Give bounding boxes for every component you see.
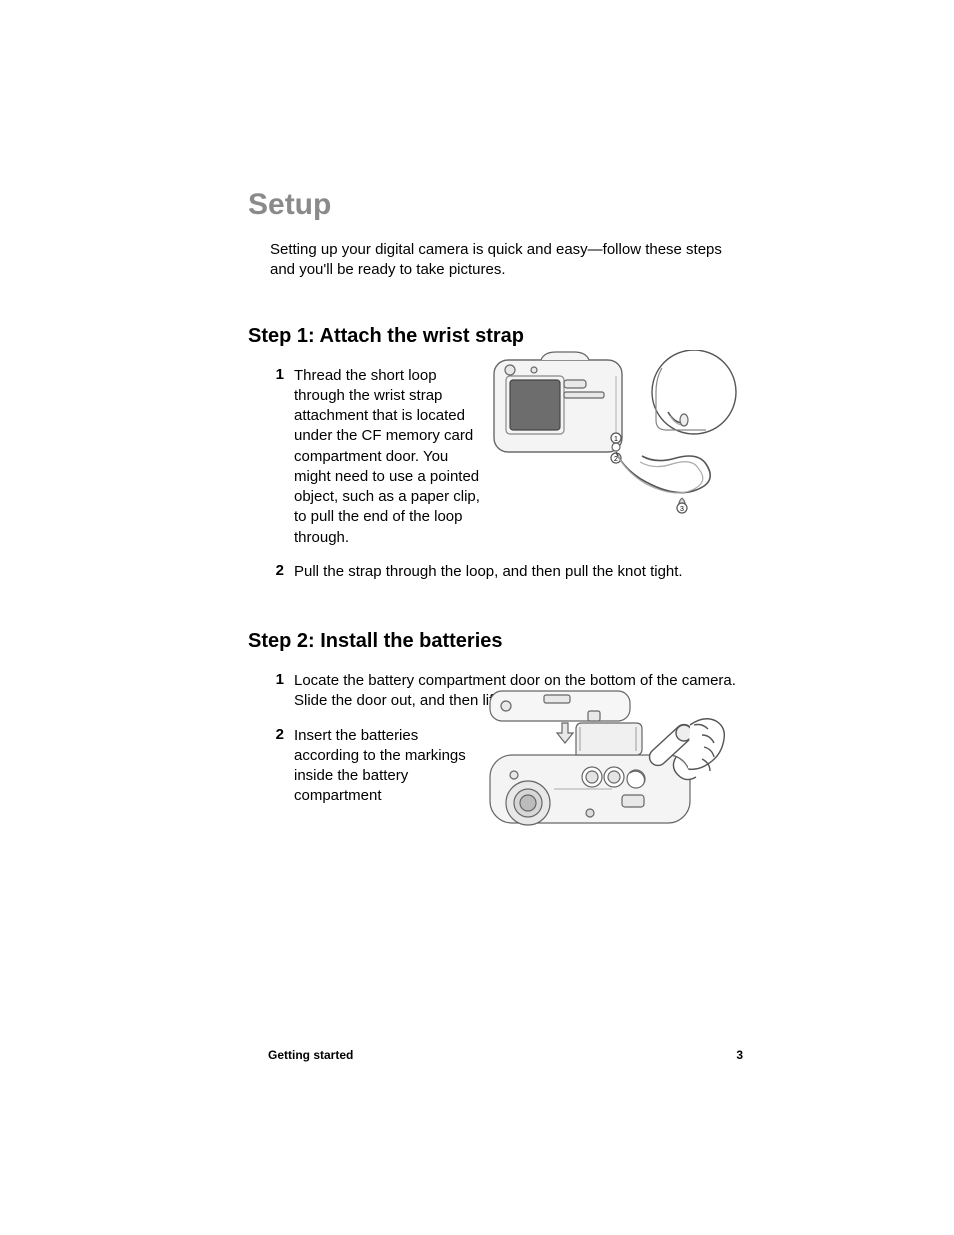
step-number: 2 [270,726,294,743]
step-number: 2 [270,562,294,579]
step-text: Insert the batteries according to the ma… [294,726,469,807]
section1-item-2: 2 Pull the strap through the loop, and t… [270,562,743,582]
step-text: Pull the strap through the loop, and the… [294,562,743,582]
footer-section-title: Getting started [268,1048,353,1062]
step-text: Thread the short loop through the wrist … [294,366,484,548]
footer-page-number: 3 [736,1048,743,1062]
svg-text:3: 3 [680,506,684,513]
step-number: 1 [270,366,294,383]
section1-heading: Step 1: Attach the wrist strap [248,325,743,348]
page-footer: Getting started 3 [268,1048,743,1062]
section2-heading: Step 2: Install the batteries [248,630,743,653]
page-title: Setup [248,188,743,222]
figure-wrist-strap: 1 2 3 [486,350,741,525]
svg-text:2: 2 [614,456,618,463]
intro-paragraph: Setting up your digital camera is quick … [270,240,743,281]
step-number: 1 [270,671,294,688]
figure-batteries [480,685,740,845]
svg-text:1: 1 [614,436,618,443]
